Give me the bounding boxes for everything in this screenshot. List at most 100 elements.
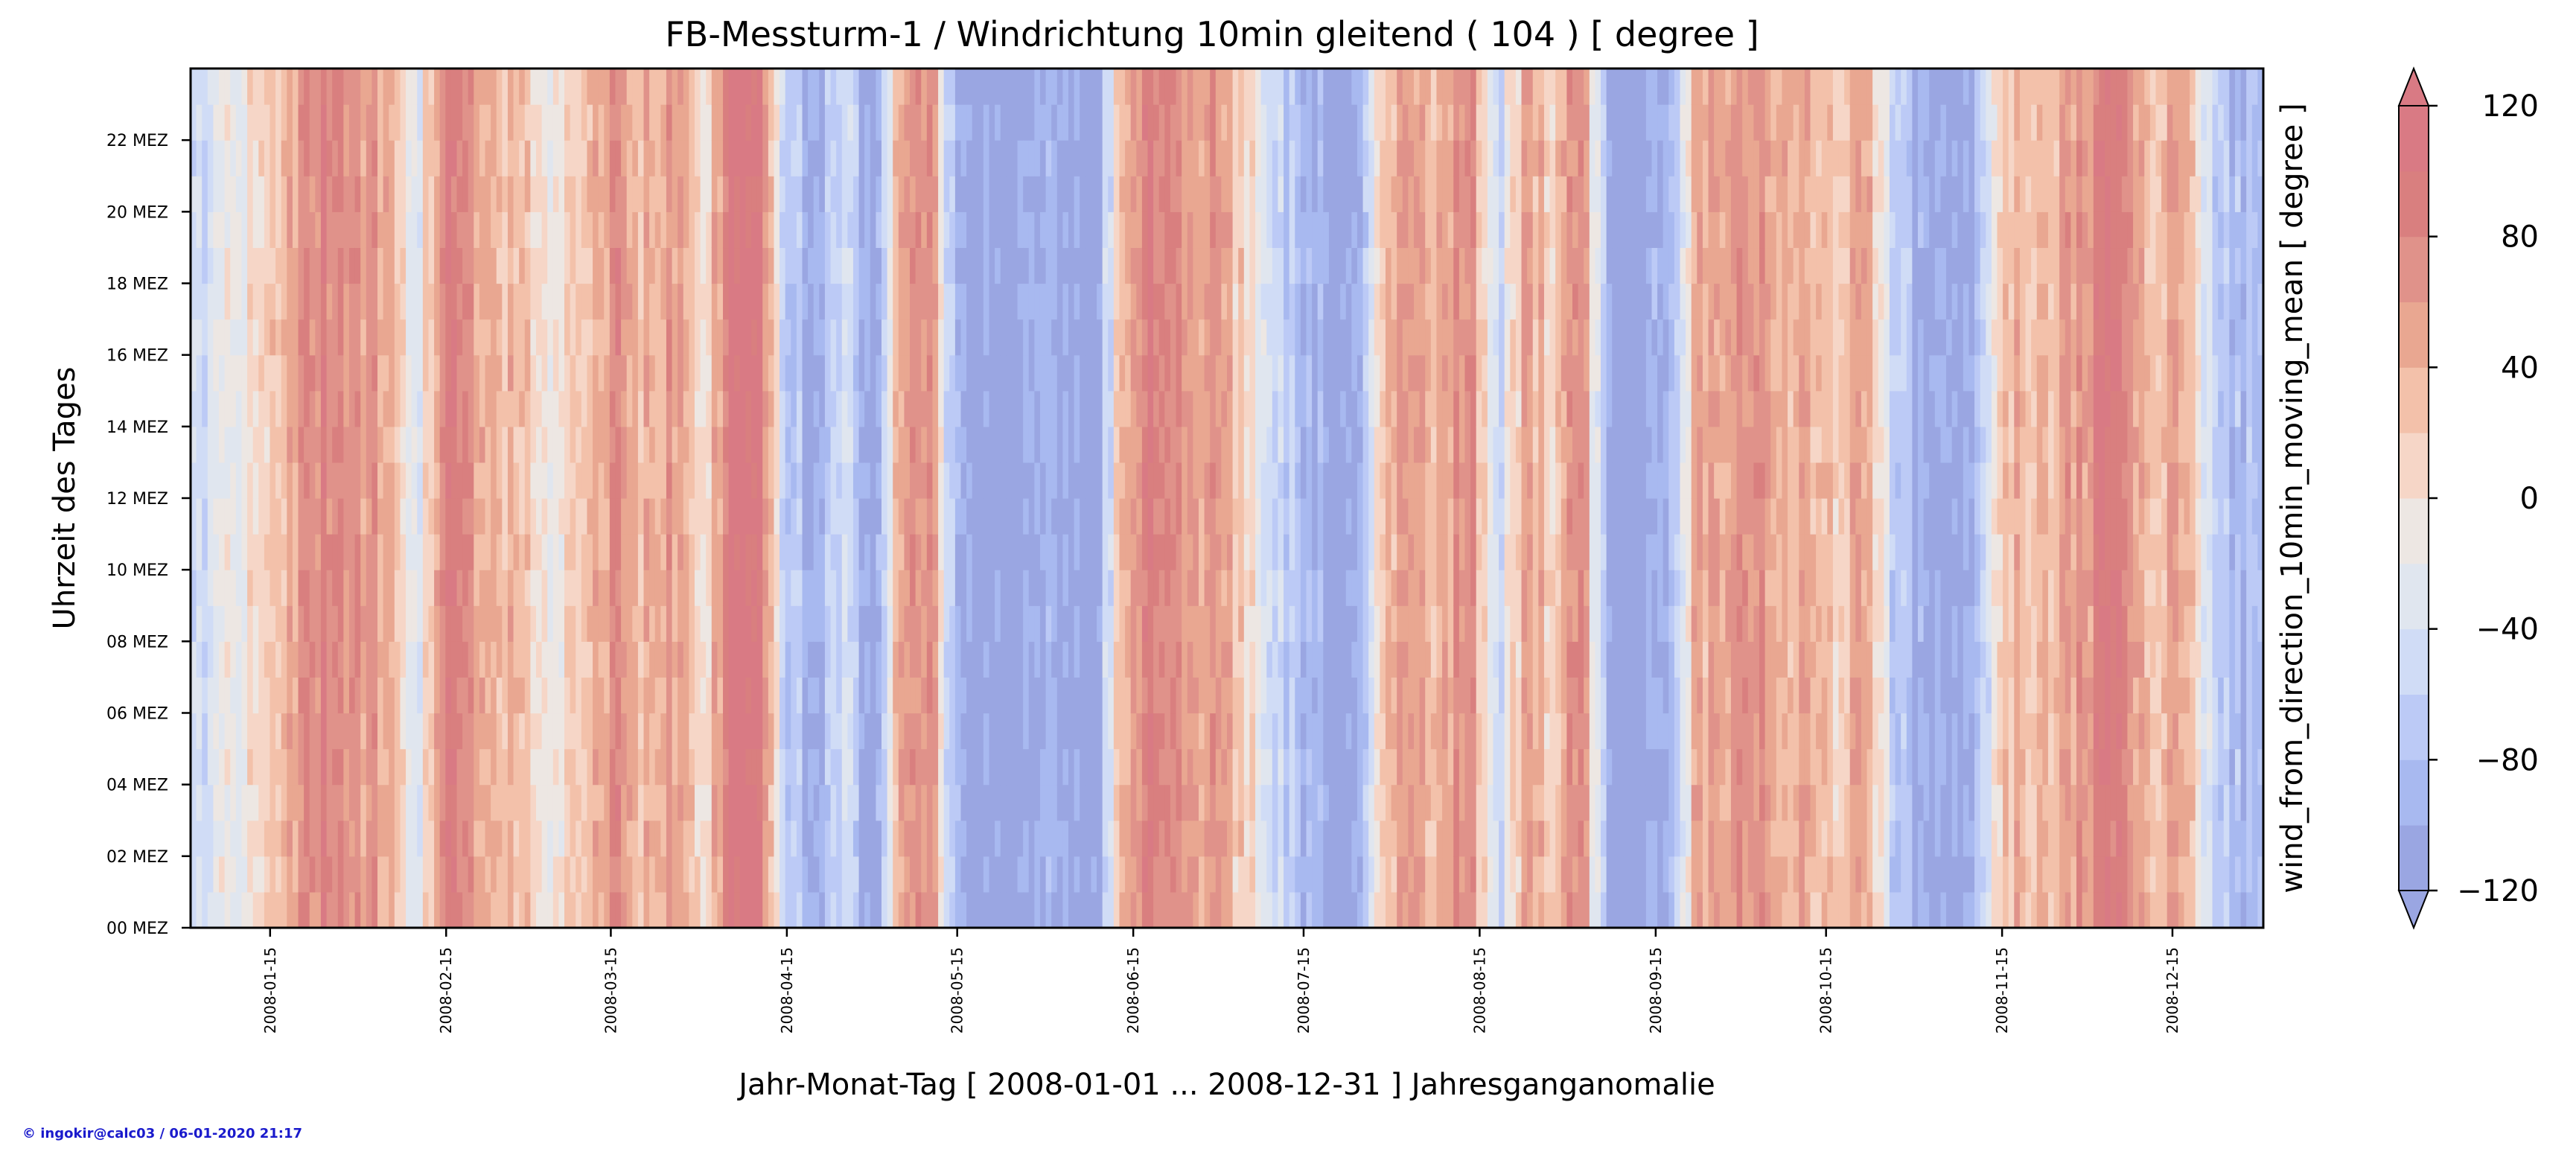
heatmap-cell [1215, 283, 1222, 320]
heatmap-cell [1097, 605, 1103, 642]
heatmap-cell [1340, 891, 1347, 928]
heatmap-cell [621, 748, 628, 786]
heatmap-cell [275, 354, 282, 392]
heatmap-cell [621, 176, 628, 212]
heatmap-cell [1170, 677, 1177, 714]
heatmap-cell [598, 211, 605, 249]
heatmap-cell [700, 677, 707, 714]
heatmap-cell [1227, 319, 1234, 356]
heatmap-cell [1182, 856, 1188, 893]
heatmap-cell [689, 856, 695, 893]
heatmap-cell [915, 891, 922, 928]
heatmap-cell [1272, 677, 1279, 714]
heatmap-cell [372, 390, 378, 427]
heatmap-cell [808, 319, 814, 356]
heatmap-cell [1097, 784, 1103, 821]
heatmap-cell [802, 176, 809, 212]
heatmap-cell [1238, 104, 1245, 141]
heatmap-cell [683, 784, 689, 821]
heatmap-cell [287, 570, 293, 606]
heatmap-cell [1039, 498, 1047, 535]
heatmap-cell [1255, 104, 1262, 141]
heatmap-cell [196, 748, 203, 786]
heatmap-cell [507, 570, 514, 606]
heatmap-cell [898, 534, 905, 570]
heatmap-cell [780, 891, 786, 928]
heatmap-cell [1260, 247, 1267, 284]
heatmap-cell [1017, 319, 1024, 356]
heatmap-cell [547, 784, 554, 821]
heatmap-cell [898, 713, 905, 750]
heatmap-cell [230, 534, 237, 570]
heatmap-cell [304, 140, 310, 176]
heatmap-cell [1278, 104, 1284, 141]
heatmap-cell [830, 176, 837, 212]
heatmap-cell [247, 283, 254, 320]
heatmap-cell [1193, 319, 1199, 356]
heatmap-cell [1323, 713, 1330, 750]
heatmap-cell [995, 677, 1001, 714]
heatmap-cell [819, 247, 826, 284]
heatmap-cell [643, 247, 650, 284]
heatmap-cell [966, 784, 973, 821]
heatmap-cell [774, 820, 780, 857]
heatmap-cell [491, 354, 497, 392]
heatmap-cell [808, 247, 814, 284]
heatmap-cell [995, 176, 1001, 212]
heatmap-cell [1312, 605, 1319, 642]
heatmap-cell [207, 211, 214, 249]
heatmap-cell [949, 426, 956, 463]
heatmap-cell [462, 677, 469, 714]
heatmap-cell [943, 426, 950, 463]
heatmap-cell [1158, 641, 1165, 678]
heatmap-cell [1141, 534, 1149, 570]
heatmap-cell [474, 247, 480, 284]
heatmap-cell [660, 426, 667, 463]
heatmap-cell [224, 605, 231, 642]
heatmap-cell [604, 462, 610, 499]
heatmap-cell [241, 426, 248, 463]
heatmap-cell [1295, 856, 1301, 893]
heatmap-cell [422, 462, 430, 499]
heatmap-cell [910, 319, 916, 356]
heatmap-cell [1368, 891, 1375, 928]
heatmap-cell [666, 677, 673, 714]
heatmap-cell [1193, 211, 1199, 249]
heatmap-cell [366, 426, 373, 463]
heatmap-cell [309, 784, 316, 821]
heatmap-cell [519, 820, 526, 857]
heatmap-cell [1266, 104, 1273, 141]
heatmap-cell [632, 390, 639, 427]
heatmap-cell [1317, 354, 1324, 392]
heatmap-cell [502, 69, 508, 105]
heatmap-cell [847, 319, 854, 356]
heatmap-cell [864, 462, 871, 499]
heatmap-cell [1243, 856, 1251, 893]
heatmap-cell [1249, 856, 1256, 893]
heatmap-cell [428, 354, 435, 392]
heatmap-cell [1238, 140, 1245, 176]
heatmap-cell [672, 104, 678, 141]
heatmap-cell [1266, 856, 1273, 893]
heatmap-cell [304, 426, 310, 463]
heatmap-cell [1091, 176, 1097, 212]
heatmap-cell [683, 176, 689, 212]
heatmap-cell [1232, 605, 1239, 642]
heatmap-cell [474, 140, 480, 176]
heatmap-cell [519, 426, 526, 463]
heatmap-cell [966, 176, 973, 212]
heatmap-cell [292, 820, 299, 857]
heatmap-cell [689, 390, 695, 427]
heatmap-cell [1176, 462, 1182, 499]
heatmap-cell [1080, 641, 1086, 678]
heatmap-cell [524, 856, 531, 893]
heatmap-cell [1306, 140, 1313, 176]
heatmap-cell [258, 104, 265, 141]
heatmap-cell [1091, 856, 1097, 893]
heatmap-cell [456, 247, 463, 284]
heatmap-cell [507, 856, 514, 893]
heatmap-cell [502, 319, 508, 356]
heatmap-cell [1051, 140, 1058, 176]
heatmap-cell [372, 641, 378, 678]
heatmap-cell [768, 570, 775, 606]
